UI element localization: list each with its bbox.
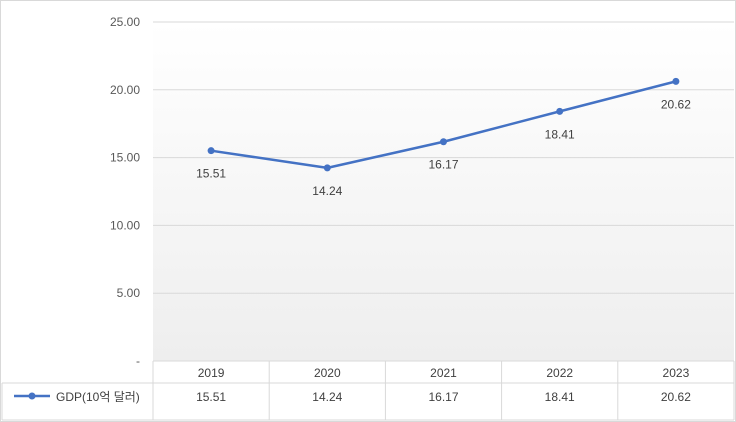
legend-label: GDP(10억 달러) bbox=[56, 390, 140, 404]
y-tick-label: 15.00 bbox=[110, 151, 140, 165]
y-tick-label: 20.00 bbox=[110, 83, 140, 97]
y-tick-label: 25.00 bbox=[110, 15, 140, 29]
table-value-cell: 20.62 bbox=[661, 390, 691, 404]
y-tick-label: 10.00 bbox=[110, 218, 140, 232]
data-labels: 15.51 14.24 16.17 18.41 20.62 bbox=[196, 97, 691, 198]
plot-area bbox=[153, 22, 734, 361]
table-value-cell: 16.17 bbox=[428, 390, 458, 404]
legend-marker-icon bbox=[28, 392, 36, 400]
y-tick-label: 5.00 bbox=[117, 286, 141, 300]
data-label: 18.41 bbox=[545, 127, 575, 141]
table-value-cell: 18.41 bbox=[545, 390, 575, 404]
table-value-cell: 14.24 bbox=[312, 390, 342, 404]
table-value-cell: 15.51 bbox=[196, 390, 226, 404]
data-point bbox=[556, 107, 564, 115]
series-gdp bbox=[207, 77, 680, 172]
data-label: 16.17 bbox=[428, 158, 458, 172]
x-category-label: 2021 bbox=[430, 366, 457, 380]
data-point bbox=[323, 164, 331, 172]
y-axis-ticks: - 5.00 10.00 15.00 20.00 25.00 bbox=[110, 15, 140, 368]
data-label: 15.51 bbox=[196, 167, 226, 181]
data-point bbox=[440, 138, 447, 146]
data-label: 14.24 bbox=[312, 184, 342, 198]
data-point bbox=[672, 77, 680, 85]
x-category-label: 2022 bbox=[546, 366, 573, 380]
x-category-label: 2023 bbox=[663, 366, 690, 380]
data-point bbox=[207, 147, 215, 155]
x-category-label: 2019 bbox=[198, 366, 225, 380]
data-label: 20.62 bbox=[661, 97, 691, 111]
data-table: 2019 15.51 2020 14.24 2021 16.17 2022 18.41 2023… bbox=[1, 360, 735, 421]
x-category-label: 2020 bbox=[314, 366, 341, 380]
y-tick-label: - bbox=[136, 354, 140, 368]
